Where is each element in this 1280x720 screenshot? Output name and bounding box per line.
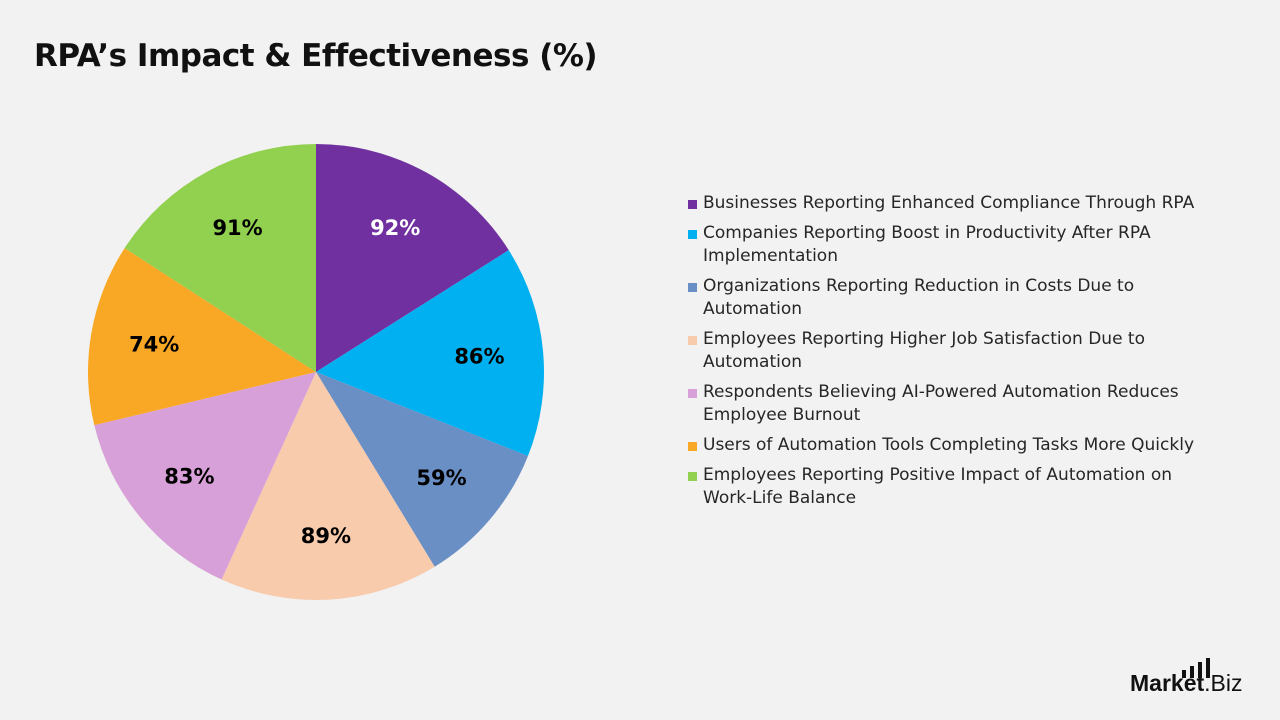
legend-item: Employees Reporting Positive Impact of A…: [688, 464, 1218, 510]
legend-swatch: [688, 472, 697, 481]
chart-title: RPA’s Impact & Effectiveness (%): [34, 38, 598, 74]
legend-label: Companies Reporting Boost in Productivit…: [703, 223, 1151, 266]
pie-chart: 92% 86% 59% 89% 83% 74% 91%: [87, 144, 544, 600]
legend: Businesses Reporting Enhanced Compliance…: [688, 192, 1218, 517]
pie-slice: [87, 248, 316, 426]
pie-slice: [124, 144, 316, 372]
legend-item: Employees Reporting Higher Job Satisfact…: [688, 328, 1218, 374]
data-label: 86%: [454, 345, 504, 369]
data-label: 74%: [129, 332, 179, 356]
pie-slice: [94, 372, 317, 580]
marketbiz-logo: Market.Biz: [1130, 658, 1243, 697]
data-label: 83%: [164, 464, 214, 488]
legend-item: Businesses Reporting Enhanced Compliance…: [688, 192, 1218, 215]
legend-swatch: [688, 230, 697, 239]
data-label: 59%: [416, 466, 466, 490]
legend-item: Users of Automation Tools Completing Tas…: [688, 434, 1218, 457]
pie-slice: [316, 250, 544, 457]
legend-swatch: [688, 283, 697, 292]
data-label: 92%: [370, 216, 420, 240]
data-label: 89%: [301, 524, 351, 548]
legend-item: Organizations Reporting Reduction in Cos…: [688, 275, 1218, 321]
legend-swatch: [688, 442, 697, 451]
pie-slice: [316, 372, 528, 567]
legend-swatch: [688, 336, 697, 345]
legend-swatch: [688, 200, 697, 209]
legend-label: Organizations Reporting Reduction in Cos…: [703, 276, 1135, 319]
legend-label: Businesses Reporting Enhanced Compliance…: [703, 193, 1195, 213]
bar-chart-logo-icon: [1182, 658, 1210, 678]
legend-item: Respondents Believing AI-Powered Automat…: [688, 381, 1218, 427]
data-label: 91%: [212, 216, 262, 240]
legend-label: Respondents Believing AI-Powered Automat…: [703, 382, 1179, 425]
legend-swatch: [688, 389, 697, 398]
logo-text-regular: .Biz: [1204, 670, 1243, 696]
legend-item: Companies Reporting Boost in Productivit…: [688, 222, 1218, 268]
legend-label: Employees Reporting Positive Impact of A…: [703, 465, 1173, 508]
legend-label: Users of Automation Tools Completing Tas…: [703, 435, 1195, 455]
pie-slice: [221, 372, 435, 600]
legend-label: Employees Reporting Higher Job Satisfact…: [703, 329, 1145, 372]
pie-slice: [316, 144, 509, 372]
